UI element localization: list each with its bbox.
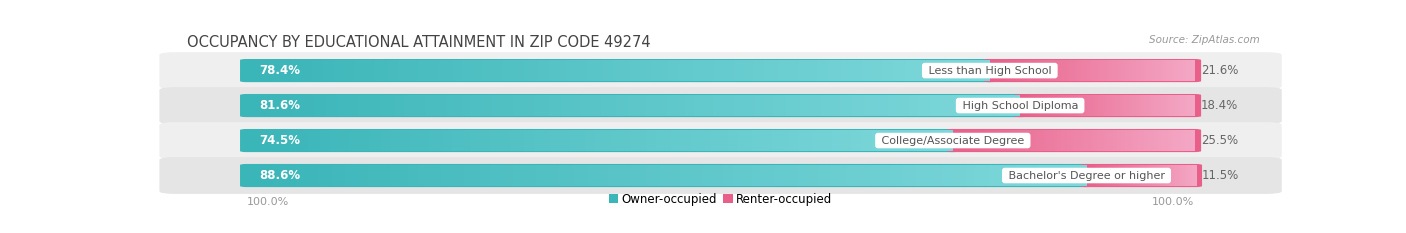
FancyBboxPatch shape — [159, 122, 1282, 159]
FancyBboxPatch shape — [1080, 164, 1202, 187]
Text: 100.0%: 100.0% — [246, 197, 288, 207]
FancyBboxPatch shape — [159, 87, 1282, 124]
Text: 88.6%: 88.6% — [260, 169, 301, 182]
FancyBboxPatch shape — [240, 59, 997, 82]
Text: High School Diploma: High School Diploma — [959, 101, 1081, 110]
FancyBboxPatch shape — [159, 52, 1282, 89]
Text: 21.6%: 21.6% — [1201, 64, 1239, 77]
Text: 74.5%: 74.5% — [260, 134, 301, 147]
FancyBboxPatch shape — [946, 129, 1201, 152]
Text: 18.4%: 18.4% — [1201, 99, 1239, 112]
FancyBboxPatch shape — [1014, 94, 1201, 117]
Text: College/Associate Degree: College/Associate Degree — [877, 136, 1028, 146]
Legend: Owner-occupied, Renter-occupied: Owner-occupied, Renter-occupied — [605, 188, 837, 210]
FancyBboxPatch shape — [983, 59, 1201, 82]
FancyBboxPatch shape — [240, 94, 1026, 117]
FancyBboxPatch shape — [240, 164, 1092, 187]
Text: Bachelor's Degree or higher: Bachelor's Degree or higher — [1005, 171, 1168, 181]
Text: 81.6%: 81.6% — [260, 99, 301, 112]
FancyBboxPatch shape — [240, 129, 959, 152]
Text: 100.0%: 100.0% — [1153, 197, 1195, 207]
FancyBboxPatch shape — [159, 157, 1282, 194]
Text: Source: ZipAtlas.com: Source: ZipAtlas.com — [1149, 35, 1260, 45]
Text: 78.4%: 78.4% — [260, 64, 301, 77]
Text: 25.5%: 25.5% — [1201, 134, 1239, 147]
Text: OCCUPANCY BY EDUCATIONAL ATTAINMENT IN ZIP CODE 49274: OCCUPANCY BY EDUCATIONAL ATTAINMENT IN Z… — [187, 35, 650, 50]
Text: 11.5%: 11.5% — [1202, 169, 1239, 182]
Text: Less than High School: Less than High School — [925, 65, 1054, 75]
